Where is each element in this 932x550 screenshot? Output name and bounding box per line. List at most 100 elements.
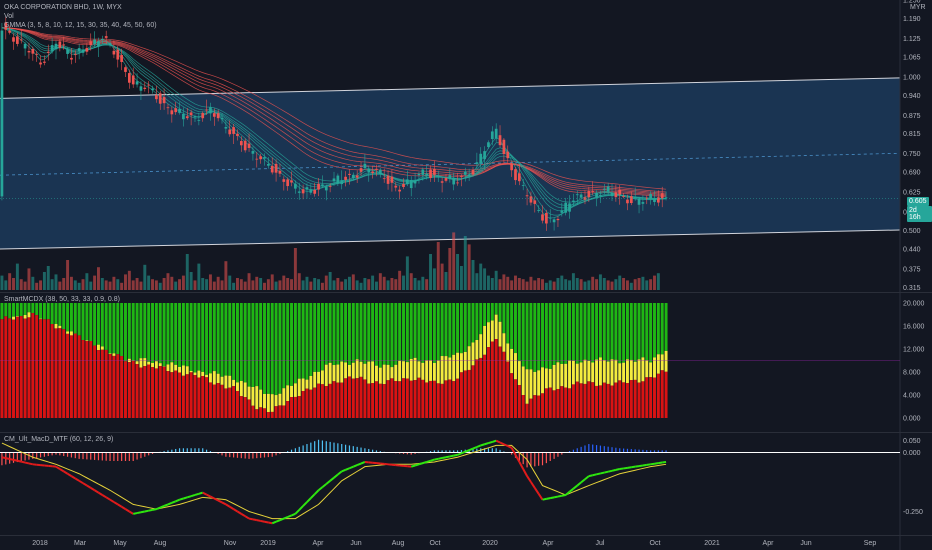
smcdx-green-bar	[641, 303, 645, 358]
volume-bar	[363, 278, 367, 290]
macd-line-segment	[90, 487, 96, 492]
smcdx-green-bar	[347, 303, 351, 365]
smcdx-red-bar	[147, 364, 151, 418]
smcdx-red-bar	[510, 373, 514, 418]
candle-body	[386, 175, 390, 184]
smcdx-red-bar	[521, 395, 525, 418]
volume-bar	[154, 280, 158, 290]
volume-bar	[232, 282, 236, 290]
candle-body	[402, 183, 405, 187]
candle-body	[460, 176, 463, 177]
smcdx-yellow-bar	[541, 367, 544, 394]
candle-body	[243, 140, 247, 151]
volume-bar	[552, 281, 556, 290]
smcdx-red-bar	[544, 388, 548, 418]
macd-line-segment	[294, 509, 300, 515]
macd-histogram-bar	[545, 452, 547, 464]
smcdx-green-bar	[583, 303, 587, 360]
time-axis-label: May	[113, 540, 127, 547]
macd-histogram-bar	[534, 452, 536, 467]
volume-bar	[618, 275, 622, 290]
candle-body	[216, 113, 220, 119]
smcdx-green-bar	[266, 303, 270, 394]
macd-line-segment	[78, 479, 84, 485]
price-axis-label: 0.375	[903, 266, 921, 273]
volume-bar	[529, 276, 533, 290]
candle-body	[448, 175, 452, 179]
smcdx-red-bar	[77, 335, 81, 418]
macd-histogram-bar	[557, 452, 559, 457]
volume-bar	[73, 280, 77, 290]
candle-body	[89, 41, 93, 46]
macd-line-segment	[317, 486, 324, 492]
candle-body	[537, 209, 540, 211]
smcdx-red-bar	[452, 381, 456, 418]
candle-body	[378, 169, 382, 174]
candle-body	[116, 49, 120, 60]
volume-bar	[610, 281, 614, 290]
smcdx-yellow-bar	[259, 389, 263, 408]
smcdx-red-bar	[483, 354, 487, 418]
macd-axis-label: 0.000	[903, 450, 921, 457]
candle-body	[185, 116, 189, 119]
smcdx-green-bar	[313, 303, 317, 372]
time-axis-label: Aug	[392, 540, 405, 547]
smcdx-red-bar	[390, 378, 394, 418]
smcdx-green-bar	[475, 303, 479, 340]
macd-line-segment	[105, 496, 111, 501]
macd-histogram-bar	[399, 452, 401, 454]
smcdx-yellow-bar	[166, 364, 170, 372]
smcdx-yellow-bar	[135, 361, 139, 365]
macd-histogram-bar	[260, 452, 262, 458]
candle-body	[517, 173, 521, 182]
macd-histogram-bar	[553, 452, 555, 459]
smcdx-green-bar	[510, 303, 514, 349]
macd-histogram-bar	[39, 452, 42, 458]
volume-bar	[347, 276, 351, 290]
volume-bar	[351, 274, 355, 290]
macd-line-segment	[59, 468, 65, 473]
macd-histogram-bar	[148, 452, 150, 456]
macd-line-segment	[275, 519, 281, 523]
macd-line-segment	[553, 495, 559, 499]
smcdx-red-bar	[120, 356, 124, 418]
smcdx-yellow-bar	[382, 364, 386, 385]
candle-body	[321, 184, 324, 186]
smcdx-green-bar	[185, 303, 189, 367]
macd-line-segment	[557, 494, 563, 498]
macd-histogram-bar	[298, 446, 300, 453]
smcdx-yellow-bar	[560, 363, 564, 387]
candle-body	[128, 73, 131, 83]
smcdx-yellow-bar	[483, 325, 487, 355]
volume-bar	[452, 232, 456, 290]
macd-histogram-bar	[287, 451, 289, 453]
smcdx-green-bar	[328, 303, 332, 363]
smcdx-red-bar	[448, 379, 452, 418]
candle-body	[340, 180, 344, 185]
price-axis-label: 0.815	[903, 131, 921, 138]
smcdx-red-bar	[8, 318, 12, 418]
vol-legend: Vol	[4, 13, 14, 20]
macd-histogram-bar	[476, 448, 478, 453]
smcdx-red-bar	[174, 370, 178, 418]
macd-line-segment	[631, 465, 636, 469]
macd-histogram-bar	[275, 452, 277, 456]
smcdx-yellow-bar	[629, 359, 633, 381]
smcdx-red-bar	[371, 383, 375, 418]
smcdx-yellow-bar	[178, 366, 182, 373]
smcdx-red-bar	[0, 319, 4, 418]
volume-bar	[432, 268, 436, 290]
gmma-long-line	[1, 27, 667, 193]
macd-histogram-bar	[472, 448, 474, 453]
macd-histogram-bar	[518, 452, 520, 462]
smcdx-red-bar	[243, 397, 247, 418]
smcdx-red-bar	[66, 333, 70, 418]
smcdx-green-bar	[606, 303, 610, 362]
candle-body	[660, 193, 664, 199]
macd-line-segment	[268, 521, 273, 525]
volume-bar	[293, 248, 297, 290]
smcdx-green-bar	[127, 303, 131, 359]
macd-histogram-bar	[63, 452, 65, 457]
macd-line-segment	[345, 467, 350, 471]
volume-bar	[266, 279, 270, 290]
